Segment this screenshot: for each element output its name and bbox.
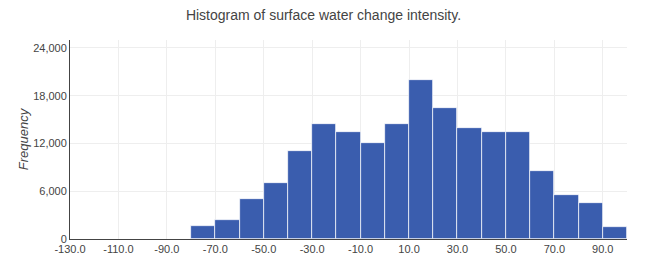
svg-text:-10.0: -10.0 [348,243,373,255]
svg-text:12,000: 12,000 [33,137,67,149]
svg-text:10.0: 10.0 [398,243,419,255]
svg-text:30.0: 30.0 [447,243,468,255]
svg-text:6,000: 6,000 [39,185,67,197]
svg-text:Frequency: Frequency [16,107,31,170]
svg-text:-50.0: -50.0 [251,243,276,255]
svg-text:-130.0: -130.0 [54,243,85,255]
svg-text:-110.0: -110.0 [103,243,133,255]
svg-text:90.0: 90.0 [592,243,613,255]
svg-text:24,000: 24,000 [33,42,67,54]
svg-text:18,000: 18,000 [33,90,67,102]
svg-text:Histogram of surface water cha: Histogram of surface water change intens… [186,7,461,23]
svg-text:70.0: 70.0 [544,243,565,255]
svg-text:-30.0: -30.0 [300,243,325,255]
svg-text:50.0: 50.0 [495,243,516,255]
svg-text:0: 0 [61,233,67,245]
svg-text:-90.0: -90.0 [154,243,179,255]
svg-text:-70.0: -70.0 [203,243,228,255]
